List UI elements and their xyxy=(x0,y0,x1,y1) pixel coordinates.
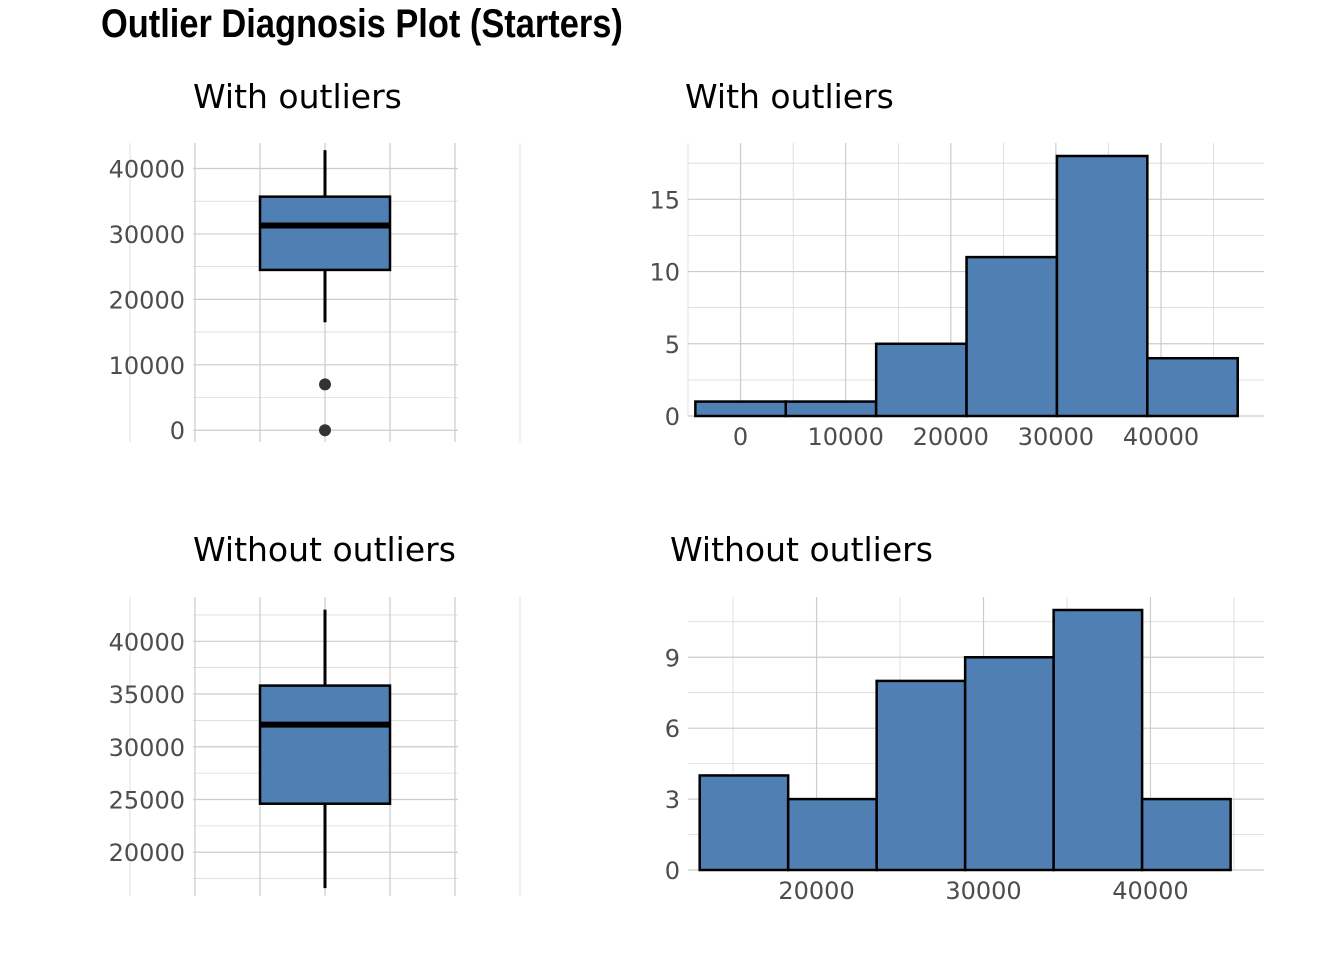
x-tick-label: 40000 xyxy=(1112,877,1188,905)
x-tick-label: 0 xyxy=(733,423,748,451)
y-tick-label: 30000 xyxy=(109,221,185,249)
panel-title: With outliers xyxy=(193,77,402,116)
histogram-bar xyxy=(874,342,968,418)
y-tick-label: 6 xyxy=(665,715,680,743)
histogram-bar xyxy=(1146,356,1239,418)
histogram-bar xyxy=(786,797,878,872)
outlier-point xyxy=(319,378,331,391)
histogram-bar xyxy=(1140,797,1232,872)
histogram-bar xyxy=(784,400,878,418)
y-tick-label: 15 xyxy=(649,186,680,214)
y-tick-label: 0 xyxy=(665,403,680,431)
x-tick-label: 10000 xyxy=(807,423,883,451)
histogram-bar xyxy=(694,400,788,418)
histogram-bar xyxy=(1052,608,1144,872)
y-tick-label: 10000 xyxy=(109,352,185,380)
y-tick-label: 10 xyxy=(649,259,680,287)
y-tick-label: 20000 xyxy=(109,286,185,314)
chart-main-title: Outlier Diagnosis Plot (Starters) xyxy=(101,2,623,46)
panel-title: Without outliers xyxy=(670,530,933,569)
x-tick-label: 30000 xyxy=(945,877,1021,905)
y-tick-label: 40000 xyxy=(109,156,185,184)
y-tick-label: 0 xyxy=(170,417,185,445)
y-tick-label: 20000 xyxy=(109,839,185,867)
chart-panel-2: With outliers 0 5 10 15 0 10000 20000 30000 40000 xyxy=(649,77,1264,451)
x-tick-label: 30000 xyxy=(1018,423,1094,451)
y-tick-label: 35000 xyxy=(109,681,185,709)
box-iqr xyxy=(258,195,392,272)
x-tick-label: 20000 xyxy=(778,877,854,905)
y-tick-label: 5 xyxy=(665,331,680,359)
x-tick-label: 40000 xyxy=(1123,423,1199,451)
outlier-point xyxy=(319,424,331,437)
y-tick-label: 0 xyxy=(665,857,680,885)
y-tick-label: 3 xyxy=(665,786,680,814)
chart-panel-3: Without outliers 20000 25000 30000 35000 4000… xyxy=(109,530,521,896)
box-iqr xyxy=(258,684,392,805)
panel-title: Without outliers xyxy=(193,530,456,569)
x-tick-label: 20000 xyxy=(913,423,989,451)
y-tick-label: 25000 xyxy=(109,786,185,814)
histogram-bar xyxy=(1055,154,1149,418)
y-tick-label: 40000 xyxy=(109,628,185,656)
y-tick-label: 9 xyxy=(665,644,680,672)
histogram-bar xyxy=(698,774,790,872)
chart-panel-4: Without outliers 0 3 6 9 20000 30000 40000 xyxy=(665,530,1264,905)
histogram-bar xyxy=(965,255,1059,418)
chart-panel-1: With outliers 0 10000 20000 30000 40000 xyxy=(109,77,521,445)
panel-title: With outliers xyxy=(685,77,894,116)
histogram-bar xyxy=(875,679,967,872)
histogram-bar xyxy=(963,656,1055,872)
y-tick-label: 30000 xyxy=(109,734,185,762)
